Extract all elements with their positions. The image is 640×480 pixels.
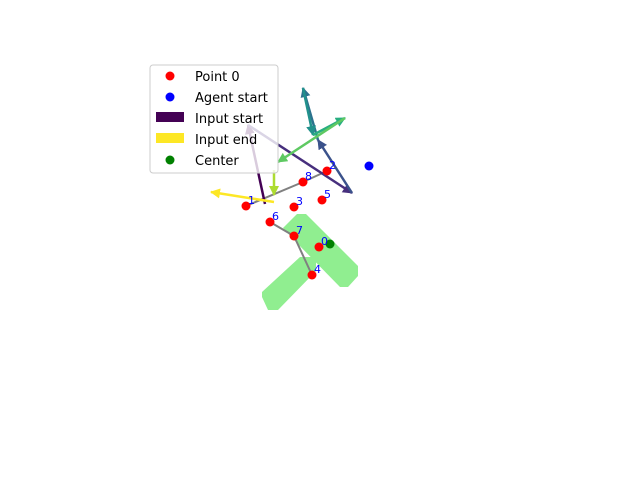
input-arrow-8 (210, 188, 275, 204)
point-label-1: 1 (248, 194, 255, 207)
legend-label-input-start: Input start (195, 112, 263, 127)
point-label-4: 4 (314, 263, 321, 276)
input-arrow-2 (316, 139, 354, 194)
center-point (325, 239, 335, 249)
legend-marker-point0 (165, 71, 175, 81)
legend-frame (149, 64, 279, 174)
point-label-2: 2 (329, 159, 336, 172)
point-4 (307, 270, 317, 280)
agent-start-point (364, 161, 374, 171)
point-8 (298, 177, 308, 187)
input-arrow-6 (277, 116, 346, 164)
legend-marker-center (165, 155, 175, 165)
legend-marker-agent-start (165, 92, 175, 102)
point-label-7: 7 (296, 224, 303, 237)
legend-label-agent-start: Agent start (195, 91, 268, 106)
point-label-0: 0 (321, 235, 328, 248)
legend-marker-input-start (156, 112, 184, 122)
legend-label-point0: Point 0 (195, 70, 240, 85)
label-layer: 0 1 2 3 4 5 6 7 8 (248, 159, 336, 276)
arrow-layer (210, 87, 354, 205)
legend: Point 0 Agent start Input start Input en… (149, 64, 279, 174)
point-label-8: 8 (305, 170, 312, 183)
point-3 (289, 202, 299, 212)
point-layer (241, 161, 374, 280)
point-7 (289, 231, 299, 241)
legend-label-input-end: Input end (195, 133, 257, 148)
legend-marker-input-end (156, 133, 184, 143)
point-label-6: 6 (272, 210, 279, 223)
point-label-5: 5 (324, 188, 331, 201)
point-label-3: 3 (296, 195, 303, 208)
region-layer (262, 214, 358, 310)
point-5 (317, 195, 327, 205)
point-0 (314, 242, 324, 252)
input-arrow-4 (301, 87, 317, 136)
point-2 (322, 166, 332, 176)
path-edge-7-4 (293, 235, 313, 276)
point-6 (265, 217, 275, 227)
point-1 (241, 201, 251, 211)
path-edge-6-7 (269, 221, 295, 237)
region-polygon-1 (262, 257, 316, 310)
legend-label-center: Center (195, 154, 239, 169)
